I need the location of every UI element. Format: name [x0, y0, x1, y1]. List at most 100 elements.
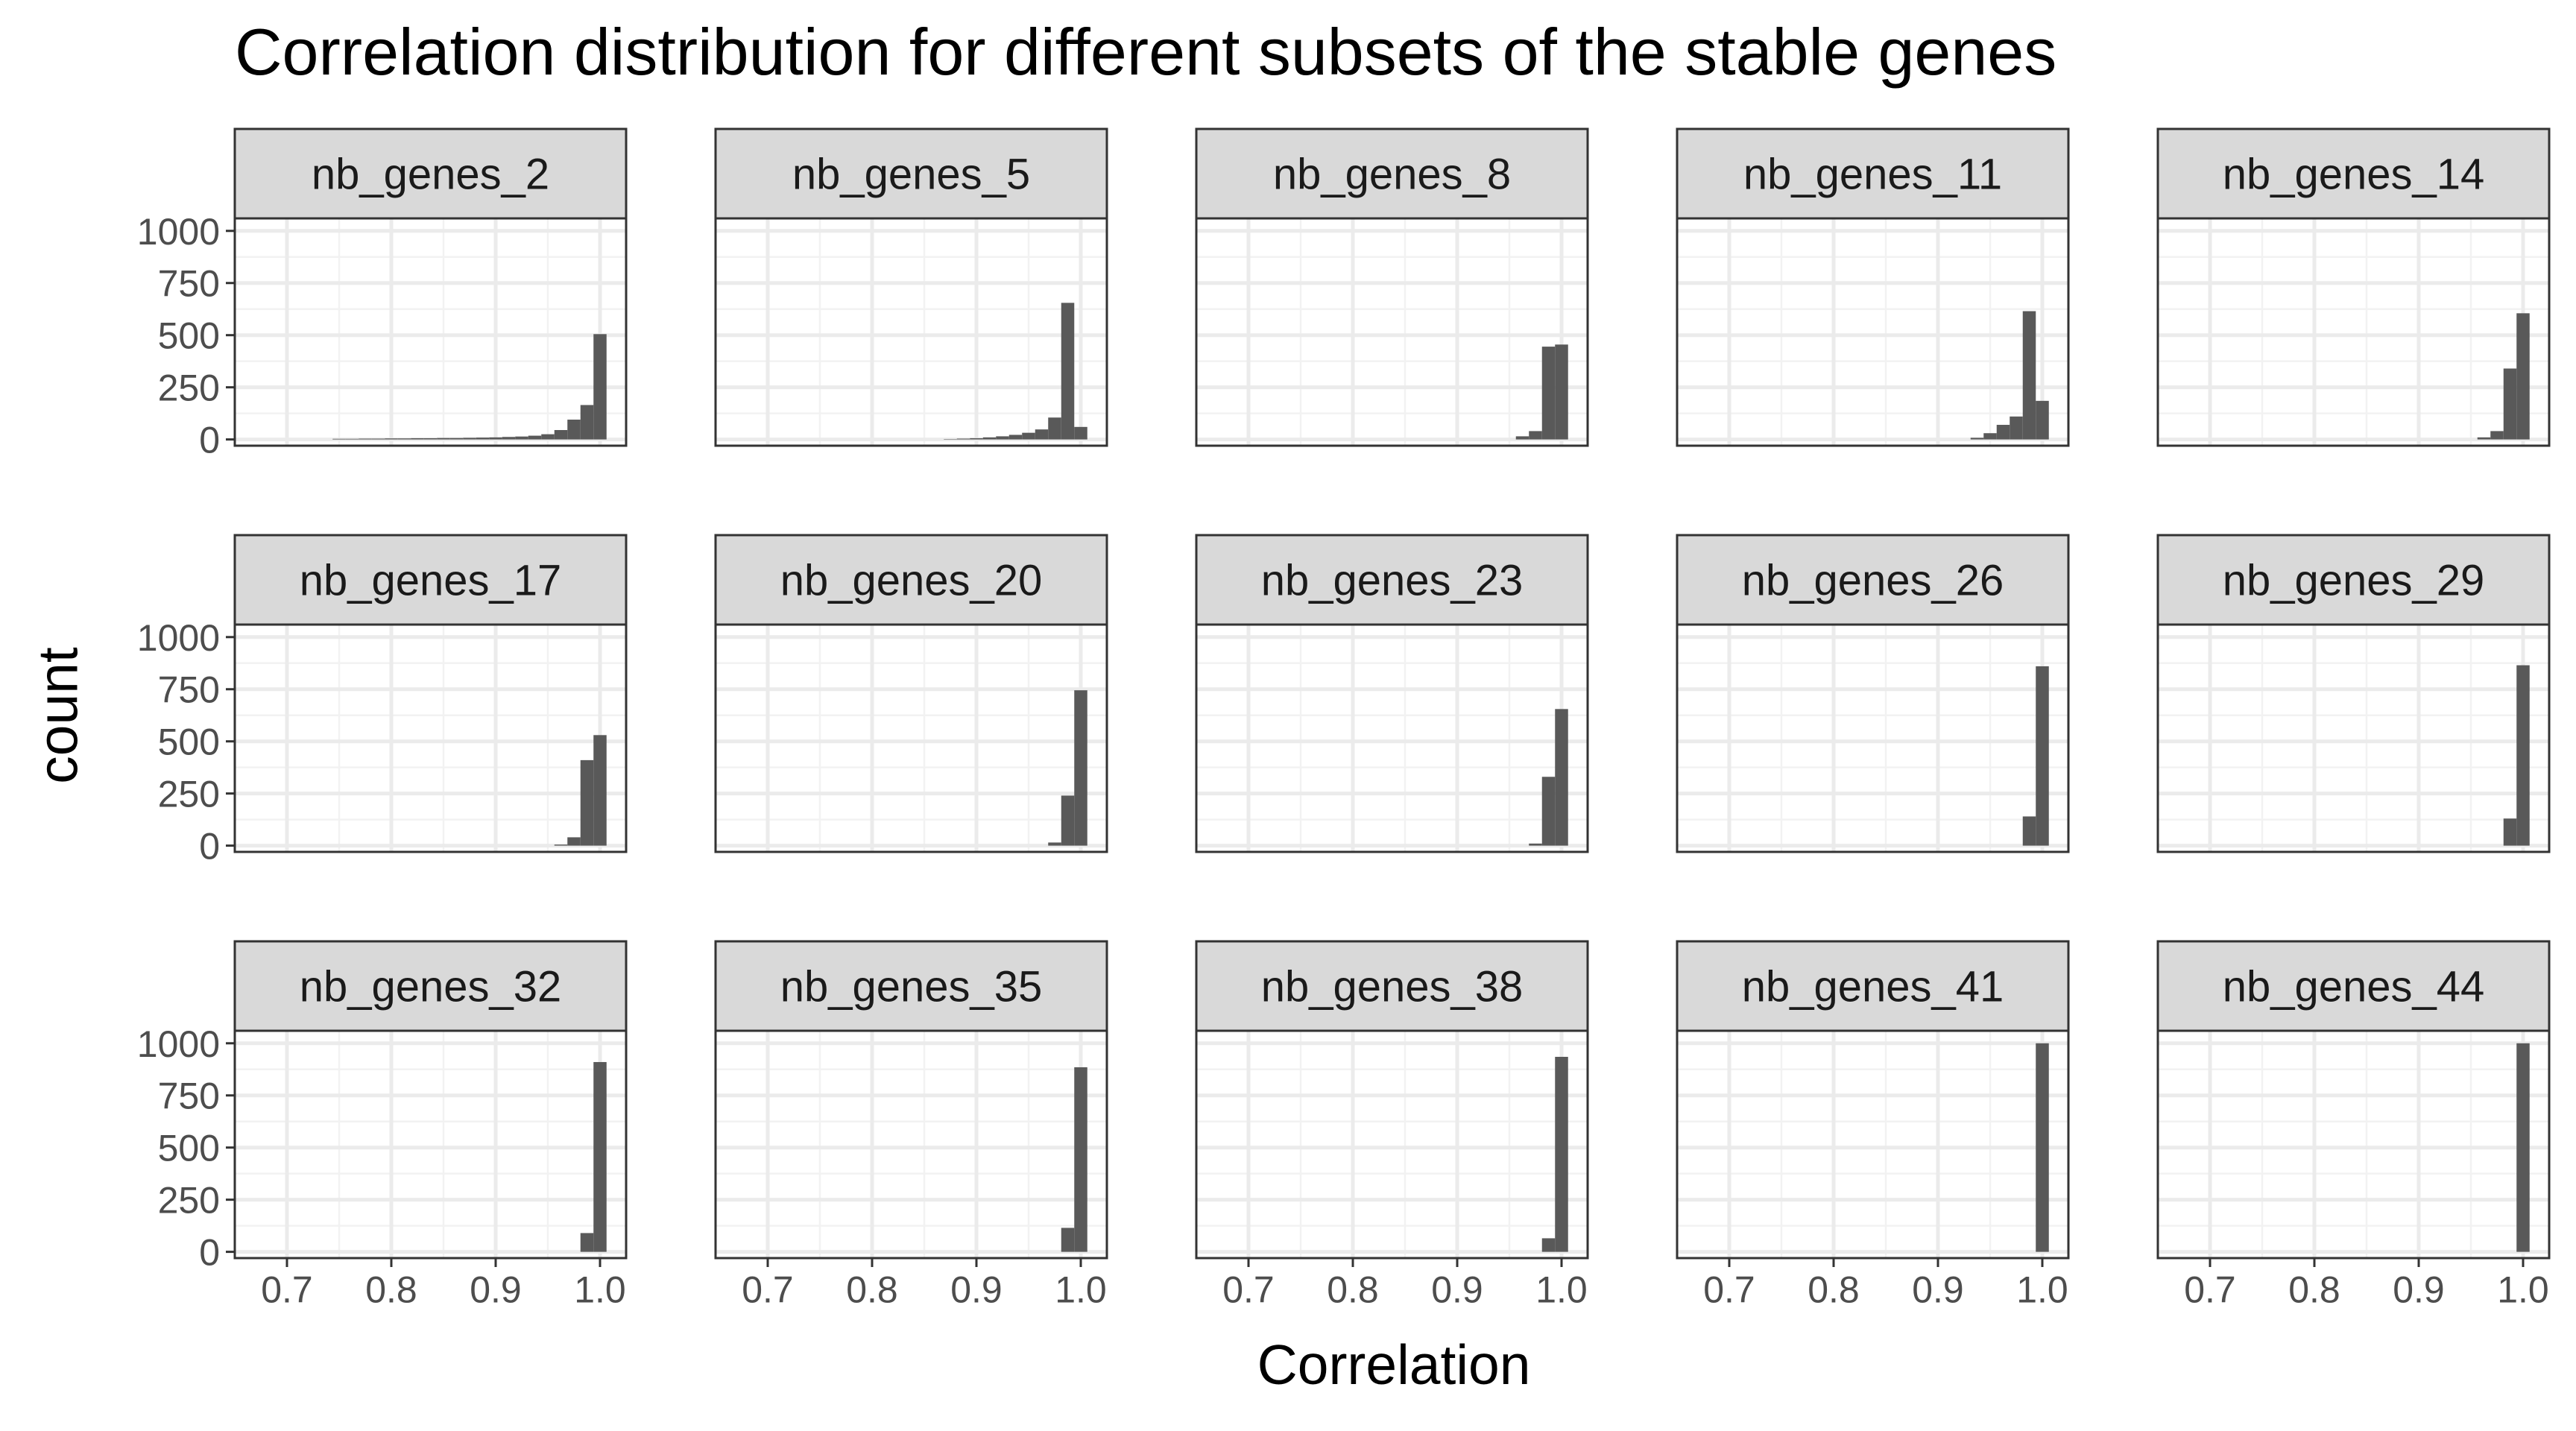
- y-tick-label: 750: [158, 263, 220, 305]
- facet-strip: [1676, 940, 2070, 1032]
- panel-background: [1677, 1031, 2068, 1258]
- histogram-bar: [345, 438, 359, 440]
- histogram-bar: [541, 434, 555, 440]
- histogram-bar: [1515, 436, 1530, 440]
- x-tick-label: 0.9: [470, 1269, 522, 1311]
- histogram-bar: [580, 1233, 594, 1252]
- y-tick-label: 1000: [137, 617, 220, 659]
- histogram-bar: [956, 438, 970, 440]
- y-axis-label: count: [26, 647, 89, 784]
- panel-background: [1196, 625, 1588, 852]
- x-axis-label: Correlation: [1257, 1333, 1531, 1396]
- x-tick-label: 0.7: [742, 1269, 794, 1311]
- histogram-bar: [2036, 1043, 2049, 1252]
- histogram-bar: [580, 405, 594, 440]
- facet-strip: [714, 127, 1108, 220]
- x-tick-label: 1.0: [1535, 1269, 1588, 1311]
- x-tick-label: 0.7: [1703, 1269, 1755, 1311]
- histogram-bar: [397, 438, 411, 440]
- panel-background: [2158, 625, 2549, 852]
- facet-strip: [2156, 127, 2551, 220]
- histogram-bar: [1983, 433, 1997, 440]
- histogram-bar: [359, 438, 372, 440]
- panel-background: [235, 1031, 626, 1258]
- y-tick-label: 250: [158, 1180, 220, 1222]
- facet-strip: [233, 534, 628, 626]
- histogram-bar: [502, 437, 516, 440]
- facet-strip-label: nb_genes_26: [1742, 556, 2004, 604]
- histogram-bar: [2516, 313, 2530, 440]
- x-tick-label: 0.9: [950, 1269, 1003, 1311]
- facet-strip-label: nb_genes_17: [300, 556, 562, 604]
- histogram-bar: [554, 844, 568, 846]
- histogram-bar: [1048, 417, 1061, 440]
- x-tick-label: 1.0: [1055, 1269, 1107, 1311]
- histogram-bar: [1541, 777, 1556, 846]
- facet-strip: [1676, 534, 2070, 626]
- facet-strip: [1195, 940, 1589, 1032]
- facet-strip-label: nb_genes_5: [792, 150, 1030, 198]
- histogram-bar: [1074, 1067, 1087, 1252]
- histogram-bar: [515, 436, 528, 440]
- x-tick-label: 0.8: [1327, 1269, 1379, 1311]
- y-tick-label: 750: [158, 1075, 220, 1117]
- panel-background: [235, 625, 626, 852]
- histogram-bar: [2036, 666, 2049, 846]
- histogram-bar: [1555, 1056, 1568, 1252]
- histogram-bar: [423, 437, 438, 440]
- y-tick-label: 750: [158, 669, 220, 711]
- y-tick-label: 1000: [137, 211, 220, 253]
- histogram-bar: [567, 420, 581, 440]
- histogram-bar: [1035, 429, 1049, 440]
- panel-background: [2158, 1031, 2549, 1258]
- facet-strip-label: nb_genes_11: [1743, 150, 2002, 198]
- histogram-bar: [1996, 425, 2010, 440]
- histogram-bar: [1074, 690, 1087, 846]
- histogram-bar: [593, 1061, 607, 1252]
- x-tick-label: 0.8: [365, 1269, 417, 1311]
- histogram-bar: [332, 438, 346, 440]
- facet-strip: [2156, 940, 2551, 1032]
- y-tick-label: 250: [158, 367, 220, 409]
- facet-strip: [1195, 127, 1589, 220]
- panel-background: [1677, 218, 2068, 446]
- histogram-bar: [593, 735, 607, 846]
- x-tick-label: 0.7: [2184, 1269, 2236, 1311]
- histogram-bar: [1970, 437, 1984, 440]
- histogram-bar: [593, 334, 607, 440]
- panel-background: [2158, 218, 2549, 446]
- histogram-bar: [489, 437, 502, 440]
- panel-background: [1196, 218, 1588, 446]
- x-tick-label: 0.8: [2288, 1269, 2340, 1311]
- facet-strip: [233, 127, 628, 220]
- histogram-bar: [2490, 431, 2504, 440]
- panel-background: [235, 218, 626, 446]
- facet-strip-label: nb_genes_29: [2223, 556, 2485, 604]
- histogram-bar: [567, 837, 581, 846]
- histogram-bar: [1529, 843, 1542, 846]
- histogram-bar: [554, 430, 568, 440]
- histogram-bar: [1061, 795, 1075, 846]
- chart-title: Correlation distribution for different s…: [235, 15, 2057, 89]
- panel-background: [716, 1031, 1107, 1258]
- facet-strip: [714, 940, 1108, 1032]
- y-tick-label: 0: [199, 1232, 220, 1274]
- facet-strip: [2156, 534, 2551, 626]
- facet-strip-label: nb_genes_2: [312, 150, 549, 198]
- x-tick-label: 0.7: [1222, 1269, 1275, 1311]
- facet-strip-label: nb_genes_32: [300, 962, 562, 1011]
- y-tick-label: 500: [158, 1128, 220, 1169]
- facet-strip: [233, 940, 628, 1032]
- x-tick-label: 0.9: [1912, 1269, 1964, 1311]
- y-tick-label: 0: [199, 826, 220, 868]
- histogram-bar: [2036, 400, 2049, 440]
- histogram-bar: [1061, 303, 1075, 440]
- panel-background: [1677, 625, 2068, 852]
- facet-strip: [1195, 534, 1589, 626]
- histogram-bar: [970, 437, 983, 440]
- histogram-bar: [2477, 437, 2491, 440]
- facet-strip: [714, 534, 1108, 626]
- histogram-bar: [2503, 818, 2517, 846]
